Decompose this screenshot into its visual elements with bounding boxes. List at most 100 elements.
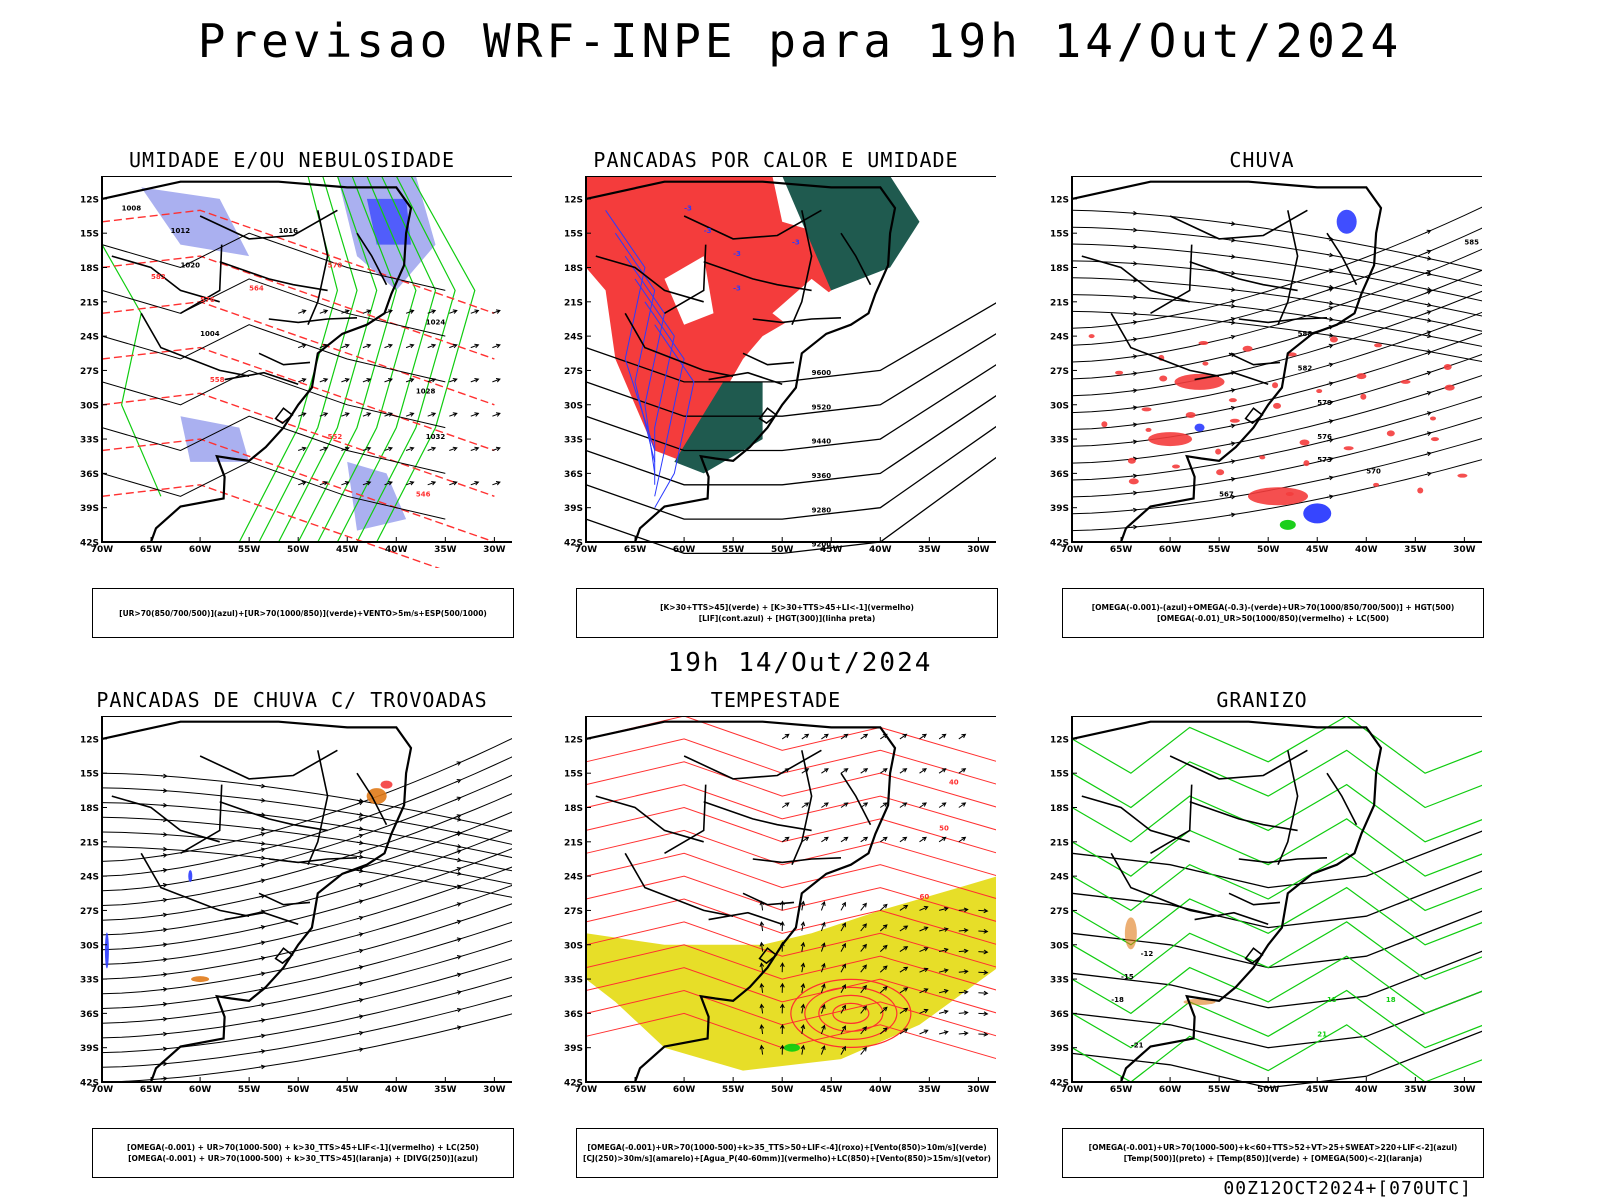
wind-vector: [820, 983, 826, 993]
wind-vector: [860, 1046, 867, 1055]
streamline-arrow: [1228, 299, 1236, 304]
temperature-850-contour: [1071, 749, 1482, 809]
state-border: [742, 892, 795, 906]
lon-tick-label: 35W: [434, 545, 457, 555]
lon-tick-label: 55W: [1208, 545, 1231, 555]
lagoon-outline: [274, 947, 294, 965]
plot-background: [102, 716, 512, 1082]
lat-tick-label: 30S: [80, 941, 99, 951]
condensation-level-contour: [818, 994, 884, 1032]
temperature-500-contour: [1071, 1030, 1482, 1089]
streamline-arrow: [160, 1016, 168, 1022]
streamline-arrow: [1130, 371, 1138, 376]
upper-level-streamline: [101, 772, 512, 832]
state-border: [140, 312, 250, 377]
geopotential-streamline: [1071, 294, 1482, 347]
lagoon-outline: [758, 407, 778, 425]
wind-vector: [840, 922, 846, 932]
lon-tick-label: 35W: [434, 1085, 457, 1095]
streamline-arrow: [1130, 261, 1138, 266]
wind-vector: [341, 446, 350, 452]
plot-frame: [101, 176, 512, 543]
wind-vector: [899, 768, 908, 774]
streamline-arrow: [1228, 459, 1236, 464]
streamline-arrow: [356, 915, 364, 921]
wind-vector: [449, 481, 458, 486]
wind-vector: [779, 1044, 785, 1055]
wind-vector: [384, 412, 393, 417]
streamline-arrow: [160, 957, 168, 962]
lon-tick-label: 40W: [385, 1085, 408, 1095]
streamline-arrow: [258, 798, 266, 803]
upper-level-streamline: [101, 958, 512, 1039]
wind-vector: [860, 1026, 867, 1035]
wind-vector: [820, 901, 826, 911]
pressure-contour: [101, 324, 446, 383]
streamline-arrow: [454, 955, 462, 960]
legend-line: [Temp(500)](preto) + [Temp(850)](verde) …: [1123, 1154, 1423, 1163]
plot-background: [1072, 176, 1482, 542]
wind-vector: [405, 481, 415, 486]
lon-tick-label: 30W: [967, 1085, 990, 1095]
model-run-label: 00Z12OCT2024+[070UTC]: [1223, 1178, 1472, 1199]
wind-vector: [938, 927, 949, 932]
coastline: [585, 180, 897, 543]
streamline-arrow: [1424, 431, 1432, 436]
wind-vector: [860, 984, 867, 994]
lat-tick-label: 12S: [1050, 735, 1069, 745]
panel-hail: GRANIZO -18 -15 -12 -21 15 18 21 12S 15S 18S 21S 24…: [1042, 688, 1484, 1178]
lat-tick-label: 27S: [564, 907, 583, 917]
geopotential-streamline: [1071, 353, 1482, 447]
rain-area: [1202, 361, 1209, 366]
contour-label: -3: [792, 239, 800, 247]
lon-tick-label: 65W: [624, 545, 647, 555]
wind-vector: [919, 733, 927, 740]
wind-vector: [820, 1024, 826, 1035]
temperature-850-contour: [1071, 818, 1482, 877]
wind-vector: [298, 309, 307, 314]
wind-vector: [860, 902, 867, 911]
lat-tick-label: 30S: [1050, 941, 1069, 951]
contour-label: 558: [210, 376, 225, 384]
lon-tick-label: 70W: [575, 545, 598, 555]
wind-vector: [800, 982, 806, 993]
geopotential-streamline: [1071, 374, 1482, 464]
streamline-arrow: [1228, 237, 1236, 243]
wind-vector: [470, 481, 480, 486]
precipitable-water-contour: [585, 921, 996, 968]
lifted-index-contour: [605, 210, 656, 451]
streamline-arrow: [1326, 252, 1335, 258]
streamline-arrow: [160, 1046, 168, 1052]
wind-vector: [492, 309, 501, 314]
wind-vector: [427, 343, 437, 349]
wind-vector: [840, 733, 849, 740]
lat-tick-label: 27S: [80, 367, 99, 377]
wind-vector: [800, 1044, 806, 1055]
rain-area: [1174, 373, 1225, 390]
wind-vector: [779, 1023, 785, 1035]
geopotential-height-contour: [585, 425, 996, 520]
lat-tick-label: 15S: [564, 230, 583, 240]
contour-label: 588: [1298, 330, 1313, 338]
streamline-arrow: [160, 897, 168, 903]
geopotential-height-contour: [585, 395, 996, 486]
geopotential-streamline: [1071, 310, 1482, 363]
wind-vector: [759, 1023, 765, 1035]
contour-label: 9360: [812, 472, 832, 480]
streamline-arrow: [258, 1049, 266, 1054]
rain-area: [1400, 379, 1411, 384]
wind-vector: [341, 343, 350, 349]
wind-vector: [781, 733, 790, 740]
lon-tick-label: 70W: [575, 1085, 598, 1095]
wind-vector: [801, 802, 810, 808]
contour-label: 18: [1386, 996, 1396, 1004]
contour-label: 570: [328, 262, 343, 270]
lat-tick-label: 42S: [1050, 1079, 1069, 1089]
wind-vector: [938, 989, 949, 994]
lat-tick-label: 15S: [564, 770, 583, 780]
wind-vector: [449, 343, 458, 349]
legend-line: [CJ(250)>30m/s](amarelo)+[Agua_P(40-60mm…: [583, 1154, 991, 1163]
streamline-arrow: [1228, 388, 1236, 393]
state-border: [1326, 232, 1358, 286]
divergence-area: [104, 932, 109, 969]
